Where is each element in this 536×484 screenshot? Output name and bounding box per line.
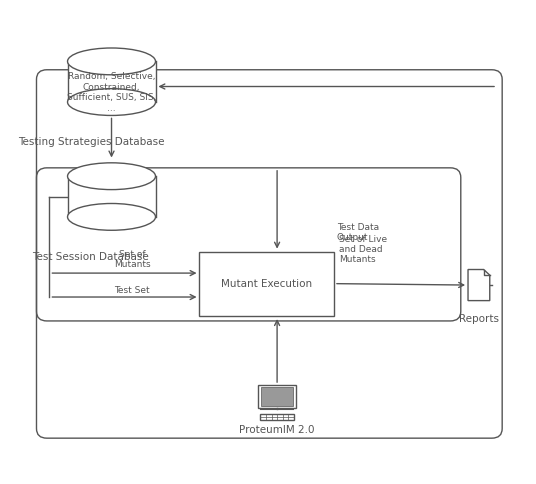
Text: Set of Live
and Dead
Mutants: Set of Live and Dead Mutants bbox=[339, 235, 388, 264]
Polygon shape bbox=[468, 270, 490, 301]
Text: Sufficient, SUS, SIS,: Sufficient, SUS, SIS, bbox=[67, 93, 156, 103]
Text: Reports: Reports bbox=[459, 314, 499, 324]
Polygon shape bbox=[68, 176, 155, 217]
Text: Random, Selective,: Random, Selective, bbox=[68, 73, 155, 81]
Polygon shape bbox=[258, 385, 296, 408]
Ellipse shape bbox=[68, 163, 155, 190]
Text: Test Set: Test Set bbox=[114, 286, 150, 295]
Text: ProteumIM 2.0: ProteumIM 2.0 bbox=[240, 425, 315, 435]
Ellipse shape bbox=[68, 89, 155, 116]
Text: Test Session Database: Test Session Database bbox=[33, 252, 149, 262]
Text: Test Data
Output: Test Data Output bbox=[337, 223, 379, 242]
Text: Constrained,: Constrained, bbox=[83, 83, 140, 92]
Text: Set of
Mutants: Set of Mutants bbox=[114, 250, 150, 269]
Text: Mutant Execution: Mutant Execution bbox=[221, 279, 312, 289]
Polygon shape bbox=[68, 61, 155, 102]
Ellipse shape bbox=[68, 203, 155, 230]
FancyBboxPatch shape bbox=[199, 252, 334, 316]
Text: Testing Strategies Database: Testing Strategies Database bbox=[18, 137, 164, 147]
Text: ...: ... bbox=[107, 104, 116, 113]
Polygon shape bbox=[260, 414, 294, 420]
Ellipse shape bbox=[68, 48, 155, 75]
Polygon shape bbox=[261, 388, 293, 406]
